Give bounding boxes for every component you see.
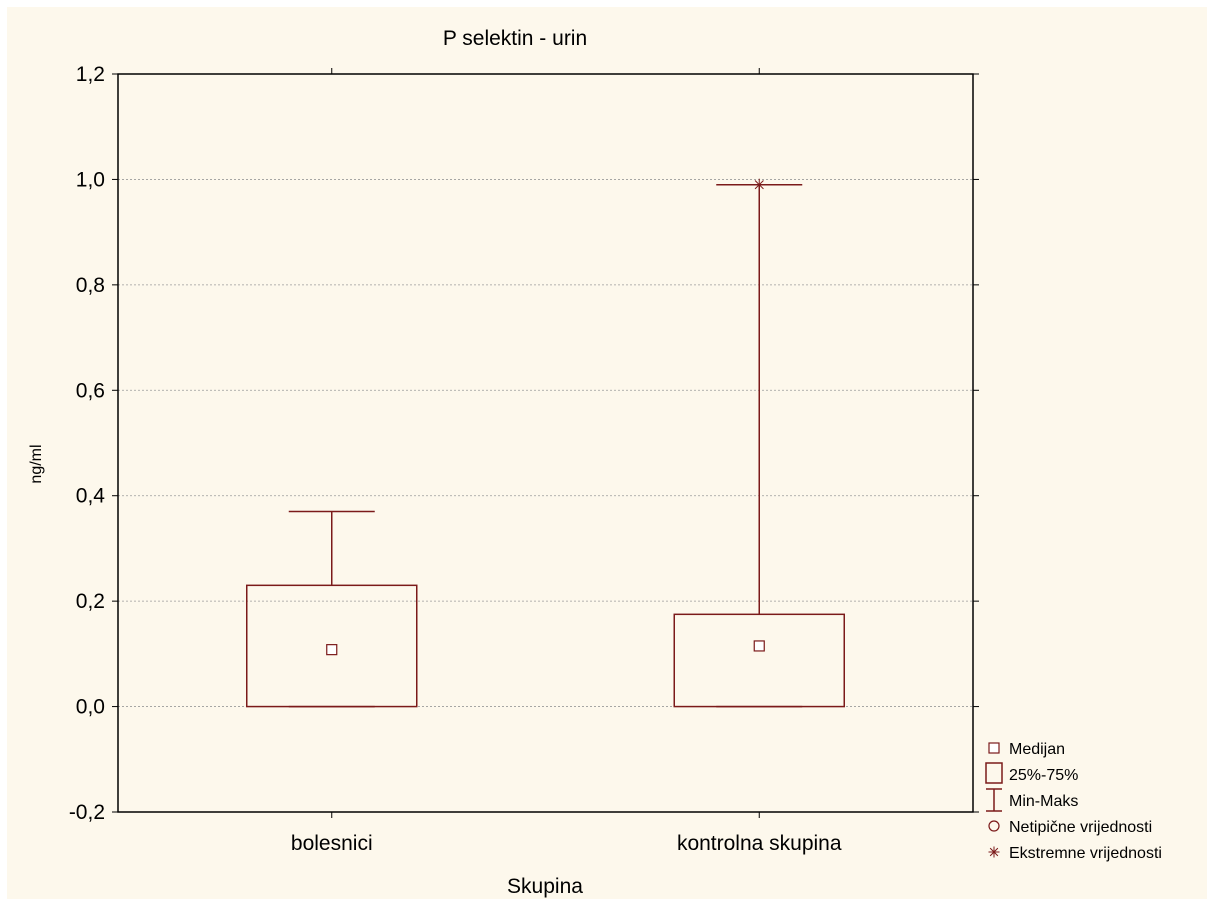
legend-label: Min-Maks xyxy=(1009,793,1078,810)
x-tick-label: bolesnici xyxy=(291,832,373,855)
legend-item-circle: Netipične vrijednosti xyxy=(988,819,1152,836)
legend-item-asterisk: Ekstremne vrijednosti xyxy=(988,845,1162,862)
y-tick-label: 1,0 xyxy=(76,168,105,191)
median-marker xyxy=(753,640,765,652)
legend-item-box: 25%-75% xyxy=(985,762,1078,784)
boxes xyxy=(246,178,845,708)
legend: Medijan 25%-75% Min-Maks Netipične vrijedno… xyxy=(985,741,1162,862)
plot-area-border xyxy=(117,73,974,813)
x-tick-label: kontrolna skupina xyxy=(677,832,842,855)
box-bolesnici xyxy=(246,510,418,708)
legend-label: Medijan xyxy=(1009,741,1065,758)
legend-outlier-icon xyxy=(988,820,1000,832)
iqr-box xyxy=(673,613,845,708)
legend-label: Ekstremne vrijednosti xyxy=(1009,845,1162,862)
extreme-marker xyxy=(753,178,766,191)
legend-extreme-icon xyxy=(988,846,1000,858)
y-tick-label: 0,0 xyxy=(76,696,105,719)
y-tick-label: 0,8 xyxy=(76,274,105,297)
chart-title: P selektin - urin xyxy=(443,27,587,50)
y-tick-label: 0,2 xyxy=(76,590,105,613)
legend-label: Netipične vrijednosti xyxy=(1009,819,1152,836)
y-tick-label: -0,2 xyxy=(69,801,105,824)
chart-frame xyxy=(7,7,1207,899)
box-kontrolna-skupina xyxy=(673,178,845,708)
legend-median-icon xyxy=(988,742,1000,754)
legend-item-whisker: Min-Maks xyxy=(986,788,1078,812)
median-marker xyxy=(326,644,338,656)
y-axis-label: ng/ml xyxy=(28,444,45,483)
y-tick-label: 0,6 xyxy=(76,379,105,402)
iqr-box xyxy=(246,584,418,708)
legend-label: 25%-75% xyxy=(1009,767,1078,784)
x-axis-label: Skupina xyxy=(507,875,583,898)
extreme-stroke xyxy=(989,847,999,857)
extreme-stroke xyxy=(754,180,764,190)
y-tick-label: 0,4 xyxy=(76,485,106,508)
legend-box-icon xyxy=(985,762,1003,784)
axis-ticks: -0,2 0,0 0,2 0,4 0,6 0,8 1,0 1,2 bolesnici kontro… xyxy=(69,63,979,855)
legend-item-median-square: Medijan xyxy=(988,741,1065,758)
y-tick-label: 1,2 xyxy=(76,63,105,86)
